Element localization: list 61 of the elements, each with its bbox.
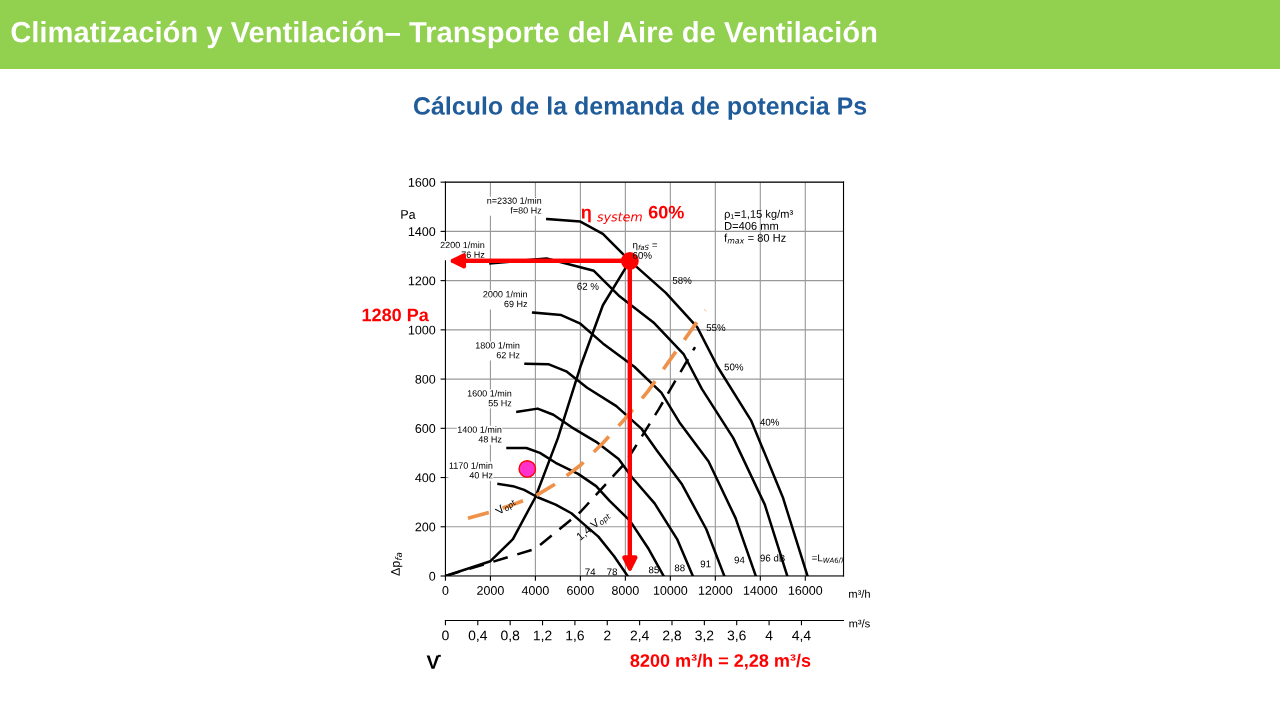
x2-tick-label: 4,4 — [792, 630, 811, 643]
x-tick-label: 12000 — [698, 586, 733, 595]
x2-tick-label: 3,6 — [727, 630, 746, 643]
ref-line-label: 1280 Pa — [362, 308, 429, 322]
chart-title: Climatización y Ventilación– Transporte del Aire de Ventilación — [11, 20, 877, 49]
annotation: 88 — [674, 564, 685, 572]
annotation: 50% — [724, 363, 744, 371]
y-tick-label: 600 — [415, 424, 436, 433]
x-tick-label: 0 — [442, 586, 449, 595]
y-tick-label: 200 — [415, 522, 436, 532]
x2-tick-label: 1,6 — [566, 630, 584, 643]
y-tick-label: 1000 — [408, 325, 436, 335]
x2-tick-label: 0,4 — [468, 630, 488, 643]
series-label: n=2330 1/min f=80 Hz — [487, 197, 542, 214]
x2-tick-label: 3,2 — [695, 630, 714, 643]
ref-line-label: 8200 m³/h = 2,28 m³/s — [630, 653, 811, 670]
x2-tick-label: 2 — [604, 630, 611, 641]
y-tick-label: 1200 — [408, 276, 436, 286]
text: V̇ — [426, 654, 441, 669]
x-tick-label: 16000 — [788, 586, 823, 595]
y-tick-label: 0 — [429, 571, 436, 581]
x2-tick-label: 2,8 — [663, 630, 682, 643]
y-tick-label: 1400 — [408, 227, 436, 237]
x2-tick-label: 4 — [765, 630, 773, 641]
annotation: =L$_{WA6/7}$ — [812, 554, 844, 564]
y-axis-title: Δp$_{fa}$ — [391, 552, 403, 576]
annotation: 85 — [648, 566, 659, 574]
text: 1,4 V̇$_{opt}$ — [575, 509, 613, 544]
chart-subtitle: Cálculo de la demanda de potencia Ps — [413, 96, 867, 120]
annotation: 94 — [734, 556, 745, 564]
y-tick-label: 800 — [415, 374, 436, 384]
series-label: 1170 1/min 40 Hz — [449, 462, 493, 479]
y-tick-label: 400 — [415, 473, 436, 483]
x-tick-label: 14000 — [743, 586, 778, 595]
x-tick-label: 6000 — [567, 586, 594, 595]
annotation: η $_{system}$ 60% — [581, 205, 684, 224]
series-label: 2000 1/min 69 Hz — [483, 290, 528, 308]
annotation: ρ₁=1,15 kg/m³ D=406 mm f$_{max}$ = 80 Hz — [724, 209, 793, 244]
x2-tick-label: 2,4 — [630, 630, 649, 643]
text: V̇$_{opt}$ — [494, 496, 518, 518]
x-tick-label: 8000 — [612, 586, 639, 595]
annotation: 58% — [672, 276, 692, 284]
annotation: 55% — [706, 324, 726, 332]
x2-tick-label: 1,2 — [533, 630, 552, 643]
y-tick-label: 1600 — [408, 177, 436, 187]
x-tick-label: 2000 — [477, 586, 504, 595]
annotation: 91 — [700, 560, 711, 568]
x2-axis-title: m³/s — [849, 619, 870, 628]
series-label: 1800 1/min 62 Hz — [475, 341, 520, 359]
annotation: 78 — [607, 568, 618, 576]
series-label: 1400 1/min 48 Hz — [457, 426, 502, 443]
annotation: 62 % — [577, 282, 599, 290]
x2-tick-label: 0,8 — [501, 630, 520, 643]
annotation: 40% — [760, 418, 780, 426]
x-tick-label: 10000 — [653, 586, 688, 595]
annotation: 74 — [585, 568, 596, 576]
x-tick-label: 4000 — [521, 586, 549, 595]
series-label: 1600 1/min 55 Hz — [467, 389, 512, 407]
text: Pa — [401, 210, 416, 219]
x2-tick-label: 0 — [442, 630, 449, 641]
x-axis-title: m³/h — [849, 589, 870, 598]
